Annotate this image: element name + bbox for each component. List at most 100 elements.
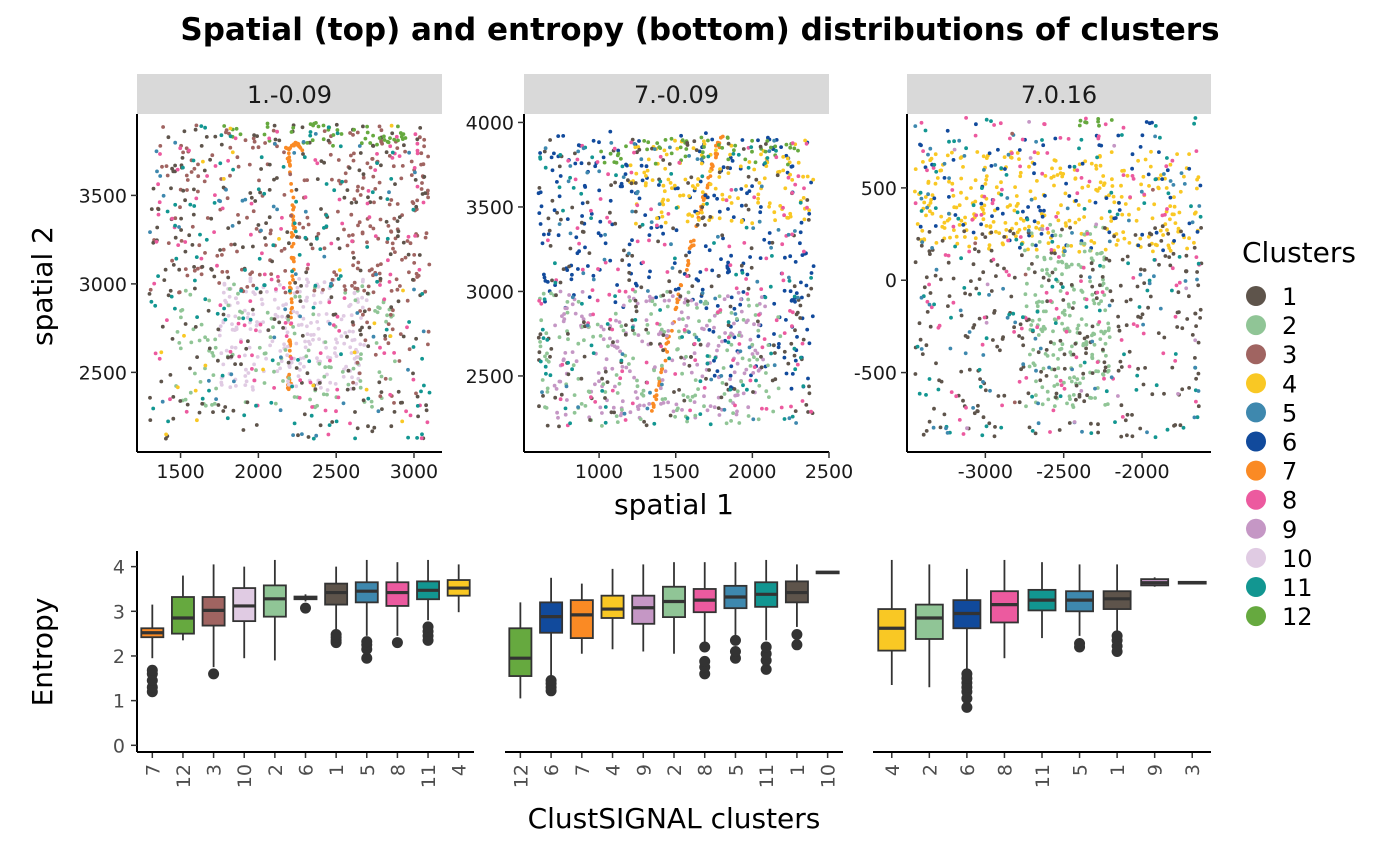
point-cluster-11 <box>1158 135 1162 140</box>
chart-title: Spatial (top) and entropy (bottom) distr… <box>180 12 1219 48</box>
point-cluster-1 <box>992 434 997 439</box>
point-cluster-3 <box>426 195 430 200</box>
point-cluster-9 <box>1184 286 1189 291</box>
point-cluster-10 <box>343 331 348 335</box>
point-cluster-8 <box>635 239 640 244</box>
point-cluster-11 <box>270 358 275 363</box>
outlier-point <box>699 641 711 653</box>
point-cluster-4 <box>1125 173 1130 178</box>
point-cluster-11 <box>1058 394 1063 399</box>
x-tick-label: 4 <box>603 764 625 776</box>
point-cluster-1 <box>151 240 156 245</box>
point-cluster-11 <box>212 201 217 205</box>
point-cluster-1 <box>1074 383 1079 388</box>
point-cluster-6 <box>725 270 730 275</box>
point-cluster-9 <box>739 297 743 302</box>
point-cluster-7 <box>286 159 291 164</box>
point-cluster-1 <box>724 382 729 387</box>
point-cluster-1 <box>163 267 168 272</box>
point-cluster-1 <box>959 369 964 374</box>
point-cluster-3 <box>321 287 325 292</box>
point-cluster-1 <box>972 411 977 416</box>
point-cluster-4 <box>955 241 960 246</box>
point-cluster-3 <box>310 246 315 251</box>
point-cluster-1 <box>1033 431 1038 436</box>
point-cluster-8 <box>298 378 303 383</box>
point-cluster-3 <box>217 281 222 285</box>
point-cluster-2 <box>565 310 570 315</box>
point-cluster-1 <box>294 187 299 192</box>
point-cluster-9 <box>563 351 568 355</box>
point-cluster-4 <box>788 172 792 177</box>
point-cluster-11 <box>390 150 395 155</box>
point-cluster-6 <box>721 165 726 170</box>
point-cluster-5 <box>1158 306 1163 311</box>
point-cluster-9 <box>653 365 657 370</box>
point-cluster-9 <box>702 394 706 399</box>
box-iqr <box>914 603 944 640</box>
point-cluster-1 <box>631 328 635 332</box>
point-cluster-11 <box>303 235 308 240</box>
point-cluster-1 <box>1107 258 1112 263</box>
point-cluster-2 <box>1041 366 1046 371</box>
point-cluster-2 <box>183 397 188 402</box>
point-cluster-8 <box>925 168 929 173</box>
point-cluster-4 <box>364 387 369 392</box>
point-cluster-4 <box>644 174 648 178</box>
box-cluster-11 <box>1027 562 1057 639</box>
point-cluster-1 <box>927 419 932 424</box>
point-cluster-3 <box>426 154 430 159</box>
point-cluster-4 <box>959 218 964 223</box>
point-cluster-1 <box>233 362 238 366</box>
point-cluster-5 <box>621 175 626 180</box>
point-cluster-8 <box>239 340 243 344</box>
point-cluster-6 <box>795 335 799 339</box>
point-cluster-1 <box>976 249 981 254</box>
point-cluster-2 <box>737 333 741 338</box>
point-cluster-6 <box>673 287 678 292</box>
point-cluster-7 <box>710 164 715 169</box>
point-cluster-11 <box>292 421 297 426</box>
point-cluster-6 <box>951 158 956 162</box>
point-cluster-6 <box>1003 167 1007 171</box>
point-cluster-12 <box>331 133 336 137</box>
point-cluster-1 <box>361 398 366 403</box>
point-cluster-8 <box>153 351 158 356</box>
point-cluster-6 <box>1026 205 1030 209</box>
point-cluster-1 <box>259 167 263 171</box>
point-cluster-8 <box>1048 299 1053 303</box>
point-cluster-4 <box>713 186 718 191</box>
point-cluster-1 <box>627 270 632 275</box>
point-cluster-1 <box>809 286 814 291</box>
point-cluster-9 <box>680 408 684 412</box>
point-cluster-11 <box>324 182 329 186</box>
point-cluster-6 <box>1042 208 1046 213</box>
point-cluster-1 <box>932 406 936 411</box>
point-cluster-1 <box>622 248 626 253</box>
point-cluster-12 <box>265 125 270 129</box>
box-cluster-2 <box>662 562 686 654</box>
point-cluster-6 <box>591 138 596 143</box>
point-cluster-6 <box>712 358 716 363</box>
point-cluster-11 <box>667 356 671 361</box>
point-cluster-4 <box>940 224 945 229</box>
point-cluster-8 <box>1000 187 1004 192</box>
point-cluster-4 <box>957 223 962 227</box>
point-cluster-8 <box>250 367 254 371</box>
point-cluster-3 <box>342 227 346 232</box>
point-cluster-4 <box>1109 150 1114 155</box>
point-cluster-1 <box>162 278 167 282</box>
point-cluster-5 <box>291 433 295 437</box>
point-cluster-4 <box>1168 217 1172 222</box>
point-cluster-11 <box>420 292 425 296</box>
point-cluster-5 <box>934 267 939 272</box>
point-cluster-11 <box>228 134 233 139</box>
point-cluster-5 <box>1070 367 1074 372</box>
point-cluster-4 <box>1161 233 1165 237</box>
point-cluster-4 <box>1127 212 1131 217</box>
point-cluster-1 <box>219 142 224 147</box>
point-cluster-8 <box>655 223 659 228</box>
point-cluster-1 <box>1071 352 1076 357</box>
point-cluster-6 <box>729 364 734 369</box>
point-cluster-2 <box>1095 251 1099 256</box>
